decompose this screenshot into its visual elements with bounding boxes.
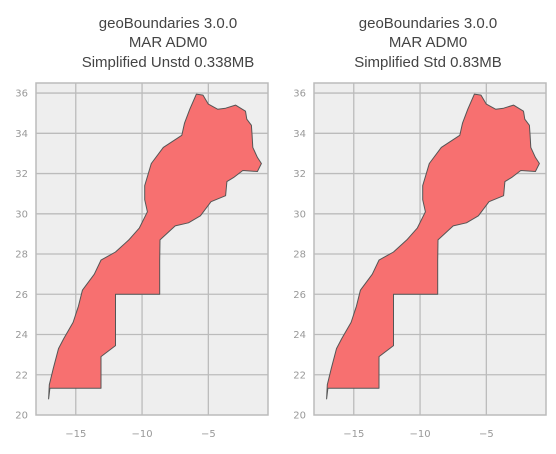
map-title-line-1: geoBoundaries 3.0.0 — [99, 15, 237, 32]
y-tick-label: 36 — [293, 89, 306, 100]
y-tick-label: 34 — [15, 129, 28, 140]
y-tick-label: 26 — [15, 290, 28, 301]
y-tick-label: 22 — [15, 370, 28, 381]
y-tick-label: 34 — [293, 129, 306, 140]
country-boundary-shape — [48, 93, 262, 400]
x-tick-label: −5 — [479, 429, 494, 440]
map-title-line-3: Simplified Std 0.83MB — [354, 54, 502, 71]
map-title-line-2: MAR ADM0 — [129, 34, 207, 51]
x-tick-label: −10 — [410, 429, 431, 440]
y-tick-label: 24 — [15, 330, 28, 341]
y-tick-label: 30 — [293, 209, 306, 220]
map-title-line-1: geoBoundaries 3.0.0 — [359, 15, 497, 32]
y-tick-label: 36 — [15, 89, 28, 100]
axis-ticks: −15 −10 −5 20 22 24 26 28 30 32 34 36 — [15, 89, 215, 440]
x-tick-label: −15 — [65, 429, 86, 440]
country-boundary-shape — [326, 93, 540, 400]
y-tick-label: 30 — [15, 209, 28, 220]
x-tick-label: −10 — [132, 429, 153, 440]
map-panel-std: geoBoundaries 3.0.0 MAR ADM0 Simplified … — [293, 15, 547, 440]
y-tick-label: 20 — [293, 411, 306, 422]
y-tick-label: 26 — [293, 290, 306, 301]
map-title-line-2: MAR ADM0 — [389, 34, 467, 51]
y-tick-label: 22 — [293, 370, 306, 381]
y-tick-label: 20 — [15, 411, 28, 422]
y-tick-label: 28 — [15, 250, 28, 261]
y-tick-label: 28 — [293, 250, 306, 261]
x-tick-label: −5 — [201, 429, 216, 440]
map-panel-unstd: geoBoundaries 3.0.0 MAR ADM0 Simplified … — [15, 15, 269, 440]
y-tick-label: 32 — [293, 169, 306, 180]
axis-ticks: −15 −10 −5 20 22 24 26 28 30 32 34 36 — [293, 89, 493, 440]
y-tick-label: 32 — [15, 169, 28, 180]
y-tick-label: 24 — [293, 330, 306, 341]
map-title-line-3: Simplified Unstd 0.338MB — [82, 54, 255, 71]
x-tick-label: −15 — [343, 429, 364, 440]
